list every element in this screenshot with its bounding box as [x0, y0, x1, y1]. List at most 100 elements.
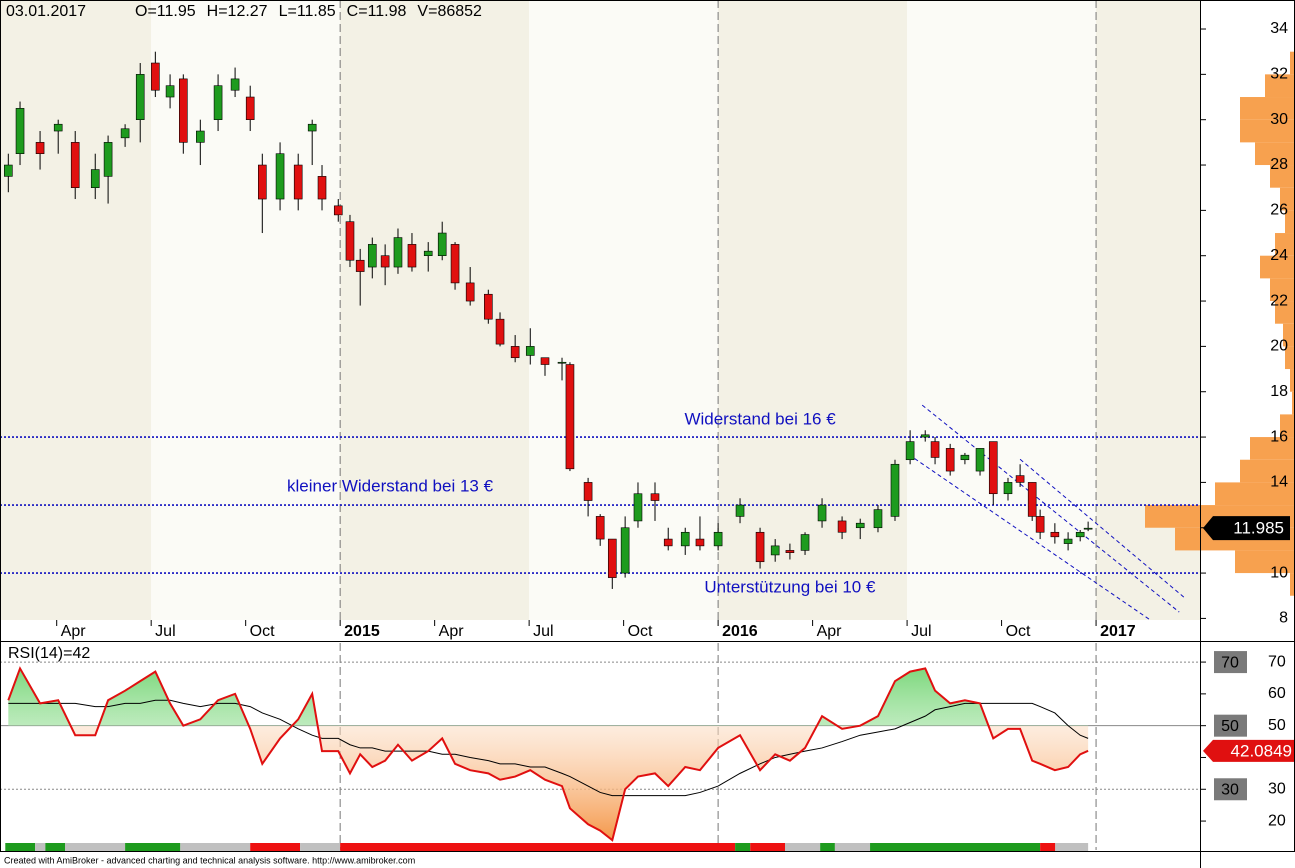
trend-segment: [180, 843, 251, 851]
trend-segment: [834, 843, 871, 851]
trend-segment: [125, 843, 181, 851]
candle-body: [1003, 482, 1013, 495]
candle-body: [837, 520, 847, 533]
candle-body: [15, 108, 25, 154]
rsi-level-label: 70: [1221, 654, 1239, 671]
rsi-line: [7, 666, 1089, 842]
candle-body: [465, 282, 475, 302]
volume-profile-bar: [1292, 391, 1295, 415]
volume-profile-bar: [1285, 210, 1295, 234]
trend-segment: [750, 843, 786, 851]
candle-body: [53, 123, 63, 132]
plot: Widerstand bei 16 € kleiner Widerstand be…: [0, 51, 1295, 851]
candle-body: [755, 531, 765, 563]
volume-profile-bar: [1240, 119, 1295, 143]
volume-profile-bar: [1275, 301, 1295, 324]
candle-body: [245, 96, 255, 120]
trend-segment: [5, 843, 36, 851]
candle-body: [151, 62, 160, 91]
candle-body: [355, 259, 365, 272]
candle-body: [345, 221, 355, 261]
candle-body: [1027, 482, 1037, 517]
rsi-ma-line: [8, 699, 1089, 797]
candle-body: [1063, 538, 1073, 544]
period-band: [340, 0, 530, 620]
y-tick-label: 10: [1270, 564, 1288, 581]
volume-profile-bar: [1240, 459, 1295, 483]
last-price-label: 11.985: [1233, 519, 1284, 538]
candle-body: [565, 364, 575, 470]
annotation: Widerstand bei 16 €: [684, 410, 836, 429]
volume-profile-bar: [1285, 346, 1295, 370]
rsi-level-label: 30: [1221, 781, 1239, 798]
candle-body: [423, 250, 433, 257]
candle-body: [620, 527, 630, 574]
trend-segment: [45, 843, 66, 851]
trend-segment: [340, 843, 736, 851]
volume-profile-bar: [1283, 323, 1295, 347]
rsi-level-box: [1214, 714, 1247, 737]
volume-profile-bar: [1270, 278, 1295, 302]
candle-body: [988, 441, 998, 495]
candle-body: [1075, 531, 1085, 538]
candle-body: [317, 176, 327, 200]
annotation: Unterstützung bei 10 €: [704, 577, 876, 596]
candle-body: [680, 531, 690, 547]
candle-body: [890, 463, 900, 517]
y-tick-label: 14: [1270, 474, 1288, 491]
candle-body: [333, 205, 343, 216]
rsi-level-box: [1214, 651, 1247, 674]
header-value: L=11.85: [279, 3, 336, 20]
candle-body: [785, 550, 795, 553]
candle-body: [770, 545, 780, 556]
x-tick-label: Oct: [628, 623, 653, 640]
candle-body: [179, 78, 188, 143]
volume-profile-bar: [1290, 369, 1295, 392]
candle-body: [1035, 516, 1045, 533]
y-tick-label: 8: [1279, 610, 1288, 627]
x-tick-label: Apr: [817, 623, 843, 640]
period-band: [0, 0, 152, 620]
candle-body: [735, 504, 745, 517]
candle-body: [583, 482, 593, 501]
candle-body: [873, 509, 883, 529]
header-value: H=12.27: [207, 3, 268, 20]
candle-body: [196, 130, 205, 143]
x-tick-label: Jul: [533, 623, 553, 640]
candle-body: [495, 318, 505, 345]
candle-body: [70, 142, 80, 189]
candle-body: [380, 255, 390, 268]
rsi-y-tick-label: 70: [1268, 653, 1286, 670]
y-tick-label: 28: [1270, 156, 1288, 173]
candle-body: [1083, 527, 1093, 530]
x-tick-label: 2015: [344, 623, 380, 640]
x-tick-label: Apr: [61, 623, 87, 640]
header-value: O=11.95: [135, 3, 196, 20]
x-tick-label: Jul: [155, 623, 175, 640]
trend-segment: [785, 843, 821, 851]
trend-segment: [1055, 843, 1089, 851]
y-tick-label: 20: [1270, 338, 1288, 355]
header-value: V=86852: [417, 3, 482, 20]
candle-body: [960, 454, 970, 461]
last-price-box: [1203, 516, 1290, 541]
volume-profile-bar: [1235, 550, 1295, 574]
candle-body: [633, 493, 643, 522]
channel: [914, 404, 1186, 620]
trend-segment: [870, 843, 1041, 851]
volume-profile-bar: [1275, 233, 1295, 256]
volume-profile-bar: [1290, 573, 1295, 596]
candle-body: [165, 85, 175, 98]
rsi-level-box: [1214, 778, 1247, 801]
volume-profile-bar: [1215, 482, 1295, 506]
y-tick-label: 30: [1270, 111, 1288, 128]
volume-profile-bar: [1270, 165, 1295, 188]
volume-profile-bar: [1260, 255, 1295, 279]
x-tick-label: Oct: [250, 623, 275, 640]
candle-body: [713, 531, 723, 547]
candle-body: [800, 534, 810, 551]
rsi-last-label: 42.0849: [1231, 741, 1292, 760]
volume-profile-bar: [1290, 51, 1295, 75]
period-band: [529, 0, 719, 620]
